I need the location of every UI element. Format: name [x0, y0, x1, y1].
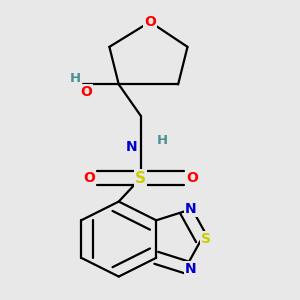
Text: H: H: [69, 72, 81, 85]
Text: H: H: [157, 134, 168, 147]
Text: O: O: [144, 15, 156, 29]
Text: O: O: [80, 85, 92, 99]
Text: N: N: [185, 262, 197, 276]
Text: N: N: [185, 202, 197, 216]
Text: O: O: [83, 171, 95, 185]
Text: O: O: [186, 171, 198, 185]
Text: N: N: [125, 140, 137, 154]
Text: S: S: [201, 232, 211, 246]
Text: S: S: [135, 171, 146, 186]
